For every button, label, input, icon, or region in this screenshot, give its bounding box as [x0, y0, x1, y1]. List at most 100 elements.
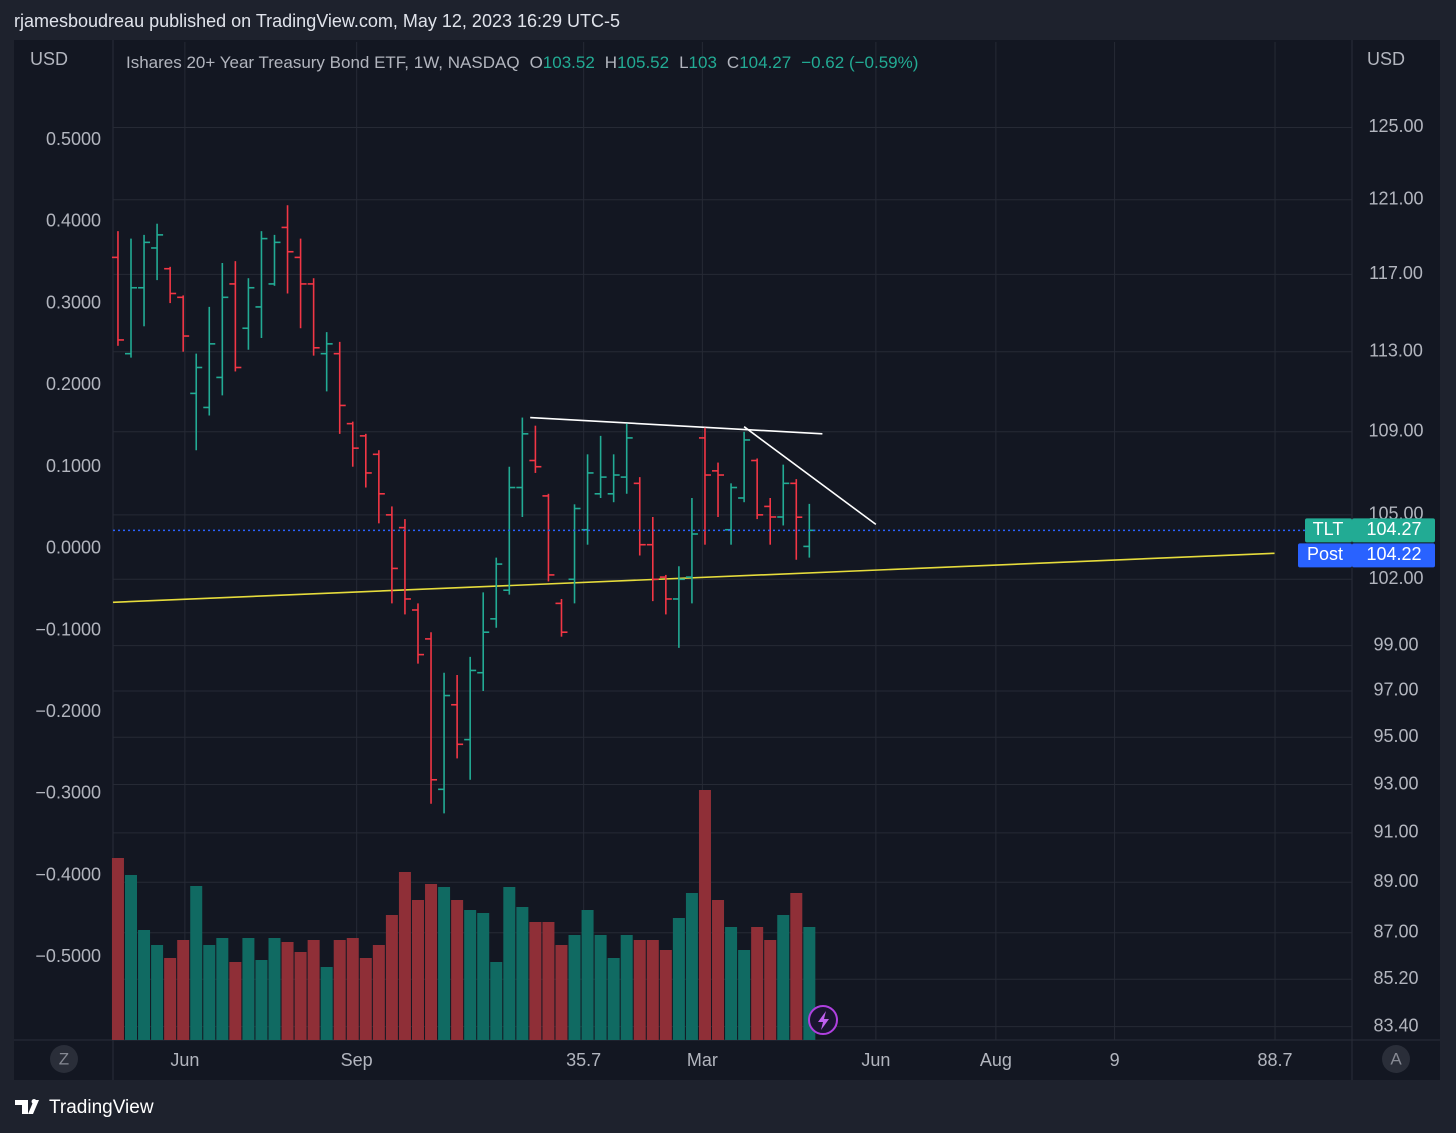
- legend-value: 104.27: [739, 53, 791, 72]
- post-price-box: [1352, 543, 1435, 568]
- volume-bar: [411, 900, 424, 1040]
- volume-bar: [242, 938, 255, 1040]
- y2-tick-label: 0.0000: [46, 538, 101, 558]
- volume-bar: [425, 884, 438, 1040]
- volume-bar: [346, 938, 359, 1040]
- volume-bar: [659, 950, 672, 1040]
- volume-bar: [529, 922, 542, 1040]
- header: rjamesboudreau published on TradingView.…: [14, 11, 620, 31]
- legend: Ishares 20+ Year Treasury Bond ETF, 1W, …: [126, 53, 918, 72]
- symbol-label: TLT: [1313, 519, 1344, 539]
- y-tick-label: 113.00: [1369, 340, 1423, 360]
- y-tick-label: 97.00: [1373, 680, 1418, 700]
- post-label: Post: [1307, 544, 1343, 564]
- y-tick-label: 109.00: [1368, 421, 1423, 441]
- volume-bar: [164, 958, 177, 1040]
- volume-bar: [712, 900, 725, 1040]
- y-tick-label: 102.00: [1368, 568, 1423, 588]
- volume-bar: [398, 872, 411, 1040]
- volume-bar: [738, 950, 751, 1040]
- y2-tick-label: 0.2000: [46, 374, 101, 394]
- volume-bar: [138, 930, 151, 1040]
- x-tick-label: Sep: [341, 1050, 373, 1070]
- y2-tick-label: −0.2000: [35, 701, 101, 721]
- footer: TradingView: [49, 1097, 154, 1118]
- y-tick-label: 117.00: [1369, 263, 1423, 283]
- legend-key: H: [605, 53, 617, 72]
- volume-bar: [581, 910, 594, 1040]
- event-icon-bolt: [818, 1011, 829, 1030]
- volume-bar: [777, 915, 790, 1040]
- volume-bar: [555, 945, 568, 1040]
- volume-bar: [594, 935, 607, 1040]
- volume-bar: [685, 893, 698, 1040]
- volume-bar: [516, 907, 529, 1040]
- volume-bar: [203, 945, 216, 1040]
- volume-bar: [725, 927, 738, 1040]
- y-tick-label: 83.40: [1373, 1015, 1418, 1035]
- legend-title: Ishares 20+ Year Treasury Bond ETF, 1W, …: [126, 53, 520, 72]
- legend-key: L: [679, 53, 688, 72]
- legend-key: O: [530, 53, 543, 72]
- volume-bar: [320, 967, 333, 1040]
- scale-button-label: A: [1390, 1049, 1402, 1068]
- volume-bar: [633, 940, 646, 1040]
- volume-bar: [503, 887, 516, 1040]
- volume-bar: [451, 900, 464, 1040]
- y-tick-label: 87.00: [1373, 921, 1418, 941]
- volume-bar: [333, 940, 346, 1040]
- volume-bar: [359, 958, 372, 1040]
- y2-tick-label: −0.4000: [35, 864, 101, 884]
- y-axis-label: USD: [1367, 49, 1405, 69]
- chart: Jun Sep 35.7 Mar Jun Aug 9 88.7 125.00 121.00 117.…: [14, 40, 1440, 1080]
- volume-bar: [190, 886, 203, 1040]
- post-price: 104.22: [1366, 544, 1421, 564]
- y2-tick-label: 0.3000: [46, 292, 101, 312]
- x-tick-label: Jun: [861, 1050, 890, 1070]
- scale-button[interactable]: [1382, 1045, 1410, 1073]
- price-box: [1352, 518, 1435, 543]
- legend-change: −0.62 (−0.59%): [801, 53, 918, 72]
- x-tick-label: Aug: [980, 1050, 1012, 1070]
- y2-tick-label: −0.1000: [35, 619, 101, 639]
- volume-bar: [268, 938, 281, 1040]
- volume-bar: [111, 858, 124, 1040]
- volume-bar: [790, 893, 803, 1040]
- y-tick-label: 121.00: [1368, 188, 1423, 208]
- x-tick-label: 88.7: [1258, 1050, 1293, 1070]
- volume-bar: [607, 958, 620, 1040]
- volume-bar: [438, 887, 451, 1040]
- volume-bar: [281, 942, 294, 1040]
- price-label: 104.27: [1366, 519, 1421, 539]
- volume-bar: [177, 940, 190, 1040]
- volume-bar: [464, 910, 477, 1040]
- volume-bar: [255, 960, 268, 1040]
- chart-frame: [14, 40, 1440, 1080]
- legend-value: 105.52: [617, 53, 669, 72]
- y2-tick-label: −0.3000: [35, 783, 101, 803]
- symbol-box: [1305, 518, 1352, 543]
- volume-bar: [385, 915, 398, 1040]
- y-tick-label: 93.00: [1373, 773, 1418, 793]
- legend-value: 103.52: [543, 53, 595, 72]
- volume-bar: [751, 927, 764, 1040]
- volume-bar: [568, 935, 581, 1040]
- volume-bar: [477, 913, 490, 1040]
- x-tick-label: 35.7: [566, 1050, 601, 1070]
- y-tick-label: 99.00: [1373, 634, 1418, 654]
- volume-bar: [229, 962, 242, 1040]
- volume-bar: [646, 940, 659, 1040]
- volume-bar: [151, 945, 164, 1040]
- y2-tick-label: 0.1000: [46, 456, 101, 476]
- y-tick-label: 125.00: [1368, 116, 1423, 136]
- y-tick-label: 91.00: [1373, 822, 1418, 842]
- y2-tick-label: −0.5000: [35, 946, 101, 966]
- x-tick-label: Jun: [170, 1050, 199, 1070]
- scale-button[interactable]: [50, 1045, 78, 1073]
- volume-bar: [698, 790, 711, 1040]
- volume-bar: [542, 922, 555, 1040]
- legend-key: C: [727, 53, 739, 72]
- trend-line: [112, 552, 1275, 604]
- volume-bar: [620, 935, 633, 1040]
- trend-line: [743, 426, 877, 526]
